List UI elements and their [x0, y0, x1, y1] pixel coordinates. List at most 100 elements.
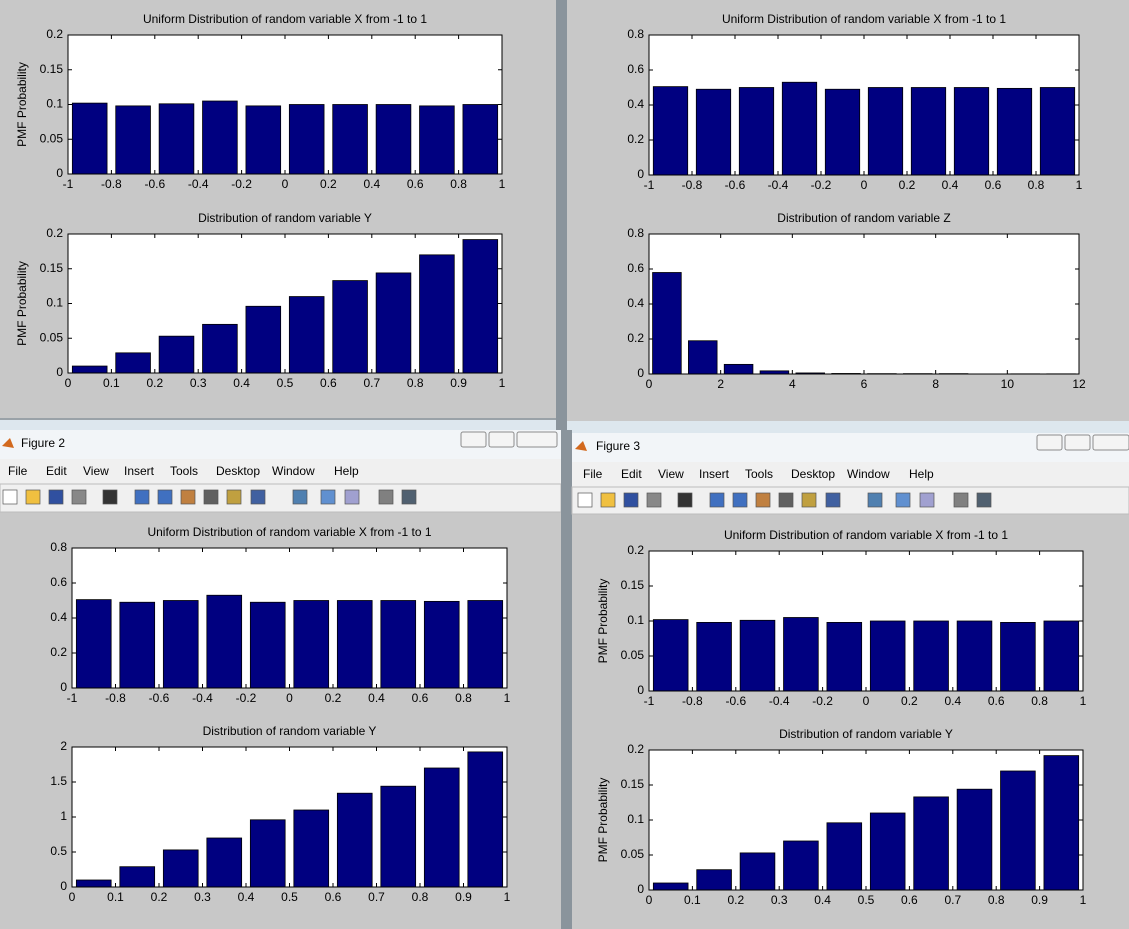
x-tick-label: 4 [789, 377, 796, 391]
toolbar-button[interactable] [203, 489, 219, 505]
toolbar-button[interactable] [801, 492, 817, 508]
menu-item[interactable]: Help [909, 467, 934, 481]
toolbar-button[interactable] [320, 489, 336, 505]
menu-item[interactable]: File [8, 464, 28, 478]
minimize-button[interactable] [1036, 434, 1063, 451]
toolbar-button[interactable] [250, 489, 266, 505]
window-frame [556, 0, 567, 430]
maximize-button[interactable] [1064, 434, 1091, 451]
y-tick-label: 0.8 [627, 27, 644, 41]
toolbar-button[interactable] [180, 489, 196, 505]
menu-item[interactable]: Tools [170, 464, 198, 478]
bar [423, 600, 460, 689]
y-tick-label: 0.5 [50, 844, 67, 858]
bar [119, 601, 156, 689]
menu-item[interactable]: Edit [621, 467, 642, 481]
x-tick-label: -0.2 [812, 694, 833, 708]
toolbar-button[interactable] [134, 489, 150, 505]
x-tick-label: -1 [644, 178, 655, 192]
y-tick-label: 0.2 [627, 742, 644, 756]
y-tick-label: 0.1 [627, 613, 644, 627]
menu-item[interactable]: Insert [699, 467, 730, 481]
bar [115, 352, 151, 374]
toolbar-button[interactable] [976, 492, 992, 508]
y-tick-label: 2 [60, 739, 67, 753]
y-tick-label: 1 [60, 809, 67, 823]
x-tick-label: -1 [644, 694, 655, 708]
close-button[interactable] [1092, 434, 1129, 451]
toolbar-button[interactable] [755, 492, 771, 508]
x-tick-label: 0.8 [407, 376, 424, 390]
toolbar-button[interactable] [709, 492, 725, 508]
toolbar-button[interactable] [378, 489, 394, 505]
toolbar-button[interactable] [401, 489, 417, 505]
x-tick-label: -0.6 [725, 178, 746, 192]
toolbar-button[interactable] [778, 492, 794, 508]
y-tick-label: 0.15 [621, 578, 645, 592]
bar [206, 594, 243, 689]
toolbar-button[interactable] [919, 492, 935, 508]
window-buttons[interactable] [460, 431, 1129, 451]
toolbar-button[interactable] [623, 492, 639, 508]
toolbar-button[interactable] [867, 492, 883, 508]
toolbar-button[interactable] [157, 489, 173, 505]
bar [245, 305, 282, 374]
menu-item[interactable]: Desktop [216, 464, 260, 478]
menu-item[interactable]: Window [272, 464, 315, 478]
menu-item[interactable]: View [83, 464, 109, 478]
toolbar-button[interactable] [102, 489, 118, 505]
x-tick-label: 0.8 [455, 691, 472, 705]
bar [75, 599, 112, 689]
bar [1043, 755, 1080, 891]
menu-item[interactable]: Desktop [791, 467, 835, 481]
chart-title: Distribution of random variable Z [777, 211, 950, 225]
y-tick-label: 0.05 [621, 648, 645, 662]
toolbar-button[interactable] [577, 492, 593, 508]
x-tick-label: 0.4 [238, 890, 255, 904]
axes-box [71, 547, 508, 689]
x-tick-label: 0.7 [368, 890, 385, 904]
menu-item[interactable]: View [658, 467, 684, 481]
x-tick-label: -0.4 [192, 691, 213, 705]
y-tick-label: 0 [56, 166, 63, 180]
y-tick-label: 0.4 [50, 610, 67, 624]
menu-item[interactable]: Window [847, 467, 890, 481]
bar [953, 87, 990, 176]
menu-item[interactable]: Edit [46, 464, 67, 478]
x-tick-label: 0 [863, 694, 870, 708]
bar [419, 105, 455, 175]
toolbar-button[interactable] [895, 492, 911, 508]
menu-item[interactable]: Help [334, 464, 359, 478]
toolbar-button[interactable] [677, 492, 693, 508]
toolbar-button[interactable] [732, 492, 748, 508]
bar [739, 852, 776, 891]
toolbar-button[interactable] [226, 489, 242, 505]
menu-item[interactable]: File [583, 467, 603, 481]
bar [783, 840, 819, 891]
toolbar-button[interactable] [344, 489, 360, 505]
toolbar-button[interactable] [2, 489, 18, 505]
toolbar-button[interactable] [292, 489, 308, 505]
title-bar [572, 433, 1129, 462]
toolbar-button[interactable] [953, 492, 969, 508]
toolbar-button[interactable] [646, 492, 662, 508]
menu-item[interactable]: Tools [745, 467, 773, 481]
bar [738, 87, 775, 176]
toolbar-button[interactable] [48, 489, 64, 505]
bar [380, 785, 417, 888]
toolbar-button[interactable] [825, 492, 841, 508]
bar [652, 86, 689, 176]
axes-box [648, 233, 1080, 375]
menu-item[interactable]: Insert [124, 464, 155, 478]
toolbar-button[interactable] [71, 489, 87, 505]
maximize-button[interactable] [488, 431, 515, 448]
toolbar-button[interactable] [600, 492, 616, 508]
bar [332, 104, 368, 175]
x-tick-label: 1 [504, 890, 511, 904]
close-button[interactable] [516, 431, 558, 448]
minimize-button[interactable] [460, 431, 487, 448]
toolbar-button[interactable] [25, 489, 41, 505]
x-tick-label: 0.6 [988, 694, 1005, 708]
x-tick-label: 0.8 [988, 893, 1005, 907]
